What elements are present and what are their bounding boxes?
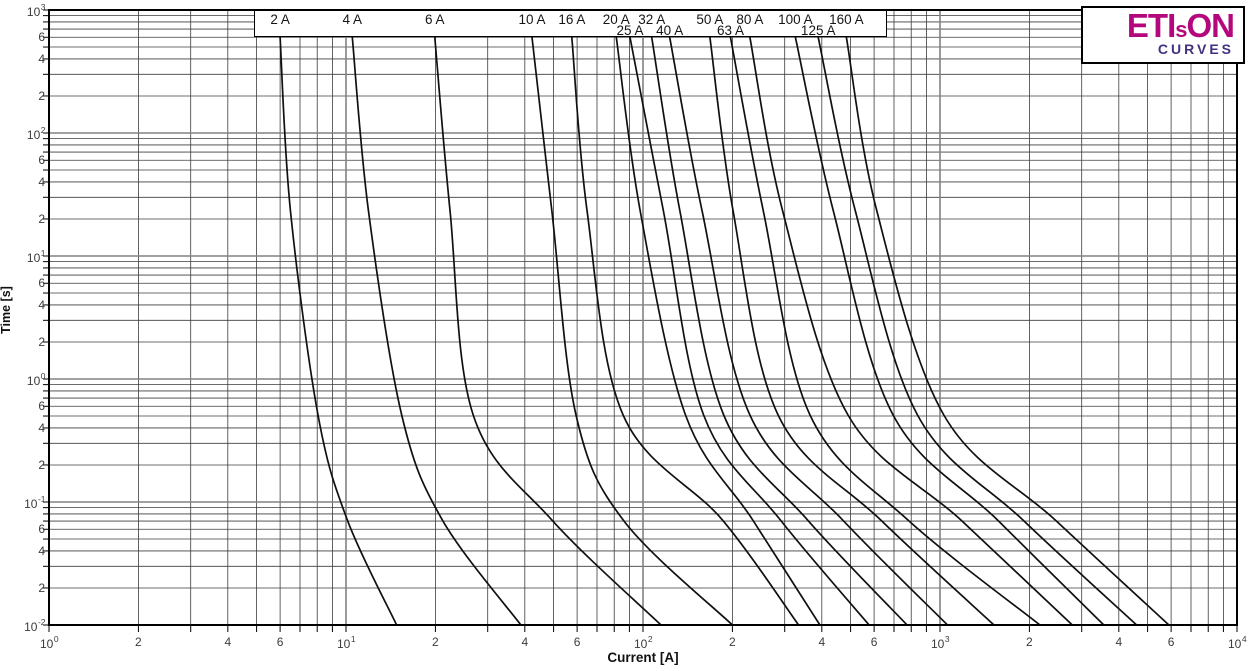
fuse-curve-label: 40 A [656,23,684,38]
y-tick-label: 6 [38,153,45,168]
y-tick-label: 4 [38,51,45,66]
fuse-curve-label: 63 A [716,23,744,38]
fuse-curve-label: 16 A [558,12,586,27]
tick-exponent: -1 [37,494,46,504]
y-tick-label: 2 [38,580,45,595]
tick-exponent: 1 [40,248,46,258]
tick-exponent: -2 [37,617,46,627]
fuse-curve-label: 50 A [696,12,724,27]
fuse-curve-path [817,36,1138,625]
fuse-curve-path [729,36,1041,625]
fuse-curve-label: 100 A [778,12,813,27]
etison-logo: ETIsON CURVES [1081,6,1245,64]
y-tick-label: 2 [38,334,45,349]
fuse-curve-path [433,36,662,625]
y-tick-label: 101 [26,248,46,265]
tick-exponent: 2 [647,634,653,644]
fuse-curve-path [279,36,398,625]
y-tick-label: 103 [26,2,46,19]
tick-exponent: 3 [944,634,950,644]
tick-exponent: 0 [40,371,46,381]
y-tick-label: 4 [38,420,45,435]
etison-logo-wordmark: ETIsON [1127,9,1235,43]
x-tick-label: 104 [1227,634,1247,651]
x-axis-title: Current [A] [607,650,679,665]
tick-exponent: 0 [53,634,59,644]
y-tick-label: 6 [38,30,45,45]
x-tick-label: 101 [336,634,356,651]
tick-exponent: 4 [1241,634,1247,644]
fuse-curve-path [531,36,734,625]
x-tick-label: 4 [224,635,232,649]
fuse-curve-label: 125 A [800,23,836,38]
x-tick-label: 4 [521,635,529,649]
fuse-curve-label: 2 A [270,12,290,27]
x-tick-label: 4 [1115,635,1123,649]
x-tick-label: 103 [930,634,950,651]
fuse-curve-path [845,36,1170,625]
y-tick-label: 10-1 [24,494,46,511]
fuse-curve-label: 160 A [829,12,864,27]
x-tick-label: 6 [573,635,581,649]
tick-exponent: 3 [40,2,46,12]
fuse-curve-label: 6 A [424,12,445,27]
etison-logo-subtitle: CURVES [1157,40,1234,57]
fuse-curve-path [629,36,870,625]
fuse-curve-label: 80 A [736,12,764,27]
fuse-curve-path [749,36,1074,625]
fuse-curve-label: 4 A [342,12,363,27]
x-tick-label: 6 [870,635,878,649]
tick-exponent: 2 [40,125,46,135]
fuse-curve-label: 32 A [638,12,666,27]
y-tick-label: 4 [38,174,45,189]
y-tick-label: 102 [26,125,46,142]
y-tick-label: 2 [38,457,45,472]
fuse-curve-label: 20 A [602,12,630,27]
y-tick-label: 10-2 [24,617,46,634]
fuse-curve-path [650,36,908,625]
y-tick-label: 4 [38,297,45,312]
fuse-curve-path [668,36,949,625]
x-tick-label: 100 [39,634,59,651]
logo-text-on: ON [1186,7,1235,45]
y-tick-label: 6 [38,276,45,291]
x-tick-label: 102 [633,634,653,651]
fuse-curve-path [794,36,1105,625]
fuse-curve-path [351,36,522,625]
y-tick-label: 2 [38,88,45,103]
y-tick-label: 100 [26,371,46,388]
y-tick-label: 2 [38,211,45,226]
x-tick-label: 6 [1167,635,1175,649]
tick-exponent: 1 [350,634,356,644]
y-tick-label: 6 [38,522,45,537]
x-tick-label: 2 [729,635,736,649]
fuse-curve-path [570,36,800,625]
y-tick-label: 6 [38,399,45,414]
x-tick-label: 4 [818,635,826,649]
x-tick-label: 2 [135,635,142,649]
curve-labels-box [254,10,887,37]
y-axis-title: Time [s] [0,286,13,334]
fuse-curve-path [709,36,995,625]
logo-text-s: s [1175,17,1187,43]
x-tick-label: 2 [432,635,439,649]
x-tick-label: 6 [276,635,284,649]
y-tick-label: 4 [38,543,45,558]
x-tick-label: 2 [1026,635,1033,649]
logo-text-eti: ETI [1126,7,1176,45]
fuse-curve-label: 10 A [518,12,546,27]
fuse-curve-label: 25 A [616,23,644,38]
fuse-curve-path [615,36,821,625]
